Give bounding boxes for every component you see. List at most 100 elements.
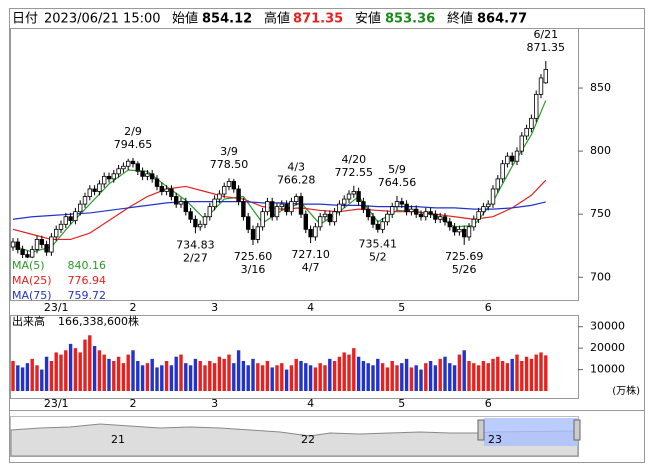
candle-body	[490, 188, 496, 205]
candle-body	[471, 218, 476, 228]
candle-body	[361, 201, 366, 210]
volume-bar	[246, 365, 250, 391]
candle-body	[78, 203, 83, 213]
volume-bar	[419, 369, 423, 391]
volume-bar	[467, 361, 471, 391]
candle-body	[476, 211, 481, 220]
volume-bar	[126, 354, 130, 391]
volume-bar	[308, 365, 313, 391]
annotation-value: 772.55	[335, 166, 374, 179]
candle-body	[207, 206, 212, 218]
y-tick-label: 850	[590, 81, 611, 94]
volume-bar	[361, 361, 366, 391]
volume-bar	[44, 356, 49, 391]
x-tick-label: 5	[398, 301, 405, 314]
candle-body	[385, 213, 390, 223]
x-tick-label: 5	[398, 397, 405, 410]
volume-bar	[174, 356, 178, 391]
volume-y-tick-label: 30000	[590, 320, 625, 333]
candle-body	[341, 198, 347, 205]
close-value: 864.77	[477, 12, 527, 27]
candle-body	[428, 211, 433, 215]
navigator-label: 21	[111, 433, 125, 446]
volume-bar	[428, 361, 433, 391]
volume-bar	[40, 369, 44, 391]
volume-bar	[524, 356, 529, 391]
volume-bar	[289, 365, 294, 391]
volume-bar	[236, 350, 241, 391]
volume-bar	[390, 361, 394, 391]
navigator-handle[interactable]	[573, 419, 581, 441]
legend-name: MA(25)	[12, 274, 52, 287]
candle-body	[250, 228, 256, 240]
volume-bar	[544, 355, 548, 391]
volume-bar	[371, 365, 375, 391]
volume-y-tick-label: 20000	[590, 341, 625, 354]
candle-body	[519, 135, 524, 152]
x-tick-label: 23/1	[44, 301, 69, 314]
legend-bg	[11, 258, 107, 300]
volume-bar	[30, 358, 34, 391]
volume-bar	[179, 354, 183, 391]
annotation-value: 794.65	[114, 138, 153, 151]
navigator-selection[interactable]	[484, 418, 578, 446]
ma-line	[12, 100, 547, 253]
frame	[9, 8, 645, 463]
date: 2023/06/21 15:00	[44, 12, 161, 27]
volume-bar	[73, 348, 78, 391]
volume-bar	[232, 363, 236, 391]
volume-bar	[510, 358, 514, 391]
volume-bar	[88, 335, 92, 391]
candle-body	[375, 223, 380, 230]
volume-bar	[500, 361, 505, 391]
volume-bar	[188, 365, 193, 391]
date-label: 日付	[12, 12, 38, 27]
volume-bar	[102, 354, 106, 391]
x-tick-label: 4	[307, 301, 314, 314]
volume-bar	[35, 365, 39, 391]
candle-body	[173, 196, 179, 205]
candle-body	[135, 163, 140, 172]
annotation-value: 766.28	[277, 174, 316, 187]
volume-bar	[414, 365, 418, 391]
navigator-label: 22	[301, 433, 315, 446]
candle-body	[308, 228, 313, 238]
candle-body	[457, 228, 462, 233]
candle-body	[500, 163, 505, 180]
volume-bar	[121, 363, 126, 391]
annotation-value: 725.60	[234, 250, 273, 263]
candle-body	[394, 201, 400, 208]
annotation-value: 727.10	[291, 248, 330, 261]
volume-bar	[222, 358, 226, 391]
volume-bar	[270, 367, 274, 391]
volume-bar	[150, 358, 154, 391]
volume-bar	[256, 363, 260, 391]
legend-name: MA(5)	[12, 259, 45, 272]
candle-body	[87, 188, 92, 197]
low-label: 安値	[355, 11, 381, 27]
candle-body	[102, 175, 107, 185]
volume-bar	[92, 346, 97, 391]
candle-body	[370, 216, 376, 225]
volume-bar	[11, 361, 15, 391]
navigator-handle[interactable]	[477, 419, 485, 441]
annotation-date: 4/20	[341, 153, 366, 166]
legend-name: MA(75)	[12, 289, 52, 302]
x-tick-label: 3	[211, 301, 218, 314]
volume-bar	[64, 350, 68, 391]
volume-bar	[313, 367, 318, 391]
volume-bar	[443, 356, 447, 391]
candle-body	[418, 213, 424, 218]
candle-body	[293, 196, 299, 202]
volume-bar	[380, 363, 385, 391]
candle-body	[380, 221, 385, 230]
candle-body	[221, 186, 227, 195]
candle-body	[183, 201, 188, 213]
annotation-date: 3/9	[220, 145, 238, 158]
volume-total: 166,338,600株	[58, 314, 139, 328]
candle-body	[452, 226, 457, 233]
volume-bar	[438, 358, 442, 391]
open-label: 始値	[172, 11, 198, 27]
candle-body	[284, 203, 289, 213]
